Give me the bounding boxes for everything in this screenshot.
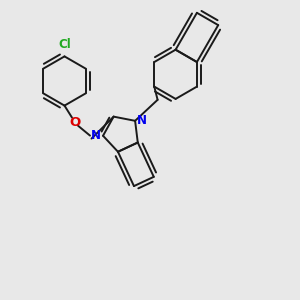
Text: Cl: Cl xyxy=(58,38,71,51)
Text: O: O xyxy=(69,116,81,129)
Text: N: N xyxy=(91,129,101,142)
Text: N: N xyxy=(137,114,147,127)
